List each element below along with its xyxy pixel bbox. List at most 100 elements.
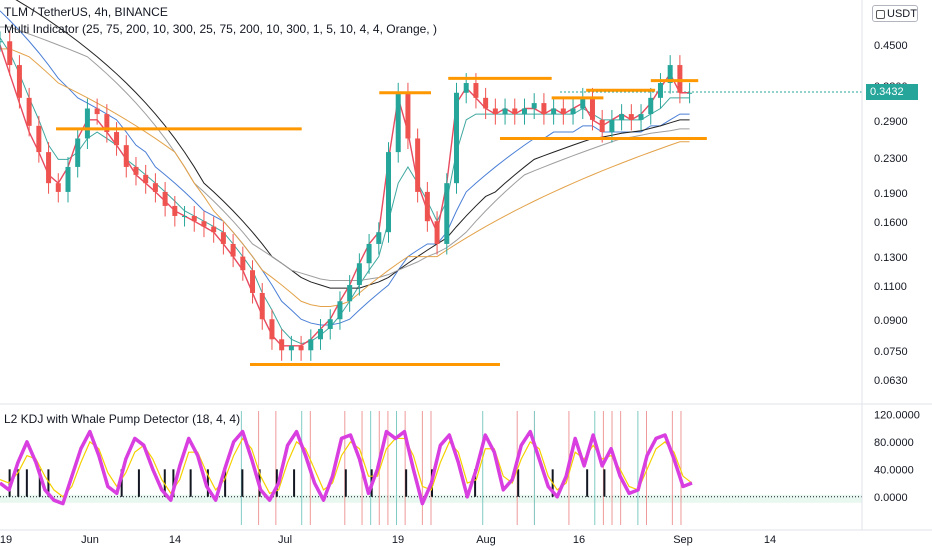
candle-body (250, 270, 256, 293)
time-axis-tick: 14 (764, 534, 776, 546)
candle-body (609, 119, 615, 133)
oscillator-pane[interactable] (0, 411, 862, 525)
candle-body (628, 114, 634, 120)
candle-body (638, 114, 644, 120)
candle-body (288, 345, 294, 351)
last-price-tag: 0.3432 (866, 84, 918, 100)
candle-body (657, 83, 663, 98)
whale-pump-bar (405, 469, 408, 497)
price-axis-tick: 0.0900 (874, 315, 908, 327)
time-axis-tick: Jul (278, 534, 292, 546)
ma-line-ma-75 (0, 10, 690, 326)
candle-body (463, 83, 469, 93)
candle-body (492, 108, 498, 115)
whale-pump-bar (474, 469, 477, 497)
candle-body (521, 108, 527, 115)
candle-body (415, 138, 421, 192)
candle-body (26, 97, 32, 126)
candle-body (269, 319, 275, 340)
candle-body (619, 114, 625, 120)
candle-body (376, 232, 382, 244)
candle-body (395, 92, 401, 153)
candle-body (104, 114, 110, 133)
ma-line-ma-200 (15, 0, 690, 289)
candle-body (424, 191, 430, 222)
osc-axis-tick: 80.0000 (874, 437, 914, 449)
candle-body (677, 65, 683, 93)
candle-body (531, 103, 537, 109)
candle-body (512, 108, 518, 115)
candle-body (298, 345, 304, 351)
candle-body (75, 138, 81, 167)
candle-body (143, 174, 149, 184)
price-axis-tick: 0.4500 (874, 40, 908, 52)
candle-body (84, 108, 90, 139)
candle-body (589, 97, 595, 120)
price-pane[interactable] (0, 0, 862, 366)
whale-pump-bar (293, 469, 296, 497)
candle-body (172, 205, 178, 216)
candle-body (16, 65, 22, 98)
candle-body (386, 152, 392, 233)
whale-pump-bar (206, 469, 209, 497)
candle-body (434, 221, 440, 244)
whale-pump-bar (224, 469, 227, 497)
currency-button[interactable]: USDT (872, 5, 918, 22)
whale-pump-bar (344, 469, 347, 497)
ma-line-ma-25 (0, 37, 690, 345)
candle-body (7, 41, 13, 66)
price-axis-tick: 0.0750 (874, 346, 908, 358)
candle-body (46, 152, 52, 184)
price-axis-tick: 0.1600 (874, 217, 908, 229)
ma-line-ma-300 (0, 26, 690, 281)
candle-body (133, 166, 139, 175)
whale-pump-bar (120, 469, 123, 497)
whale-pump-bar (137, 469, 140, 497)
candle-body (230, 243, 236, 257)
candle-body (366, 243, 372, 264)
candle-body (599, 119, 605, 133)
whale-pump-bar (241, 469, 244, 497)
price-axis-tick: 0.2900 (874, 116, 908, 128)
candle-body (114, 132, 120, 146)
osc-axis-tick: 40.0000 (874, 464, 914, 476)
price-axis-tick: 0.1300 (874, 252, 908, 264)
candle-body (279, 339, 285, 351)
whale-pump-bar (163, 469, 166, 497)
candle-body (240, 256, 246, 271)
candle-body (347, 285, 353, 302)
candle-body (560, 108, 566, 115)
osc-axis-tick: 120.0000 (874, 409, 920, 421)
ma-line-ma-10 (0, 48, 690, 307)
candle-body (36, 125, 42, 153)
candle-body (570, 108, 576, 115)
kdj-d-line (0, 437, 693, 498)
whale-pump-bar (17, 469, 20, 497)
whale-pump-bar (172, 469, 175, 497)
whale-pump-bar (47, 469, 50, 497)
candle-body (259, 292, 265, 320)
currency-label: USDT (887, 8, 917, 20)
whale-pump-bar (189, 469, 192, 497)
candle-body (0, 41, 3, 43)
whale-pump-bar (586, 469, 589, 497)
price-axis-tick: 0.1100 (874, 281, 907, 293)
whale-pump-bar (517, 469, 520, 497)
candle-body (337, 301, 343, 320)
lower-indicator-title: L2 KDJ with Whale Pump Detector (18, 4, … (4, 412, 241, 426)
time-axis-tick: 14 (169, 534, 181, 546)
candle-body (473, 83, 479, 98)
candle-body (123, 145, 129, 167)
candle-body (667, 65, 673, 84)
whale-pump-bar (25, 469, 28, 497)
candle-body (648, 97, 654, 115)
candle-body (94, 108, 100, 115)
candle-body (220, 232, 226, 244)
candle-body (318, 328, 324, 340)
candle-body (687, 92, 693, 94)
candle-body (308, 339, 314, 351)
candle-body (483, 97, 489, 109)
time-axis-tick: Jun (81, 534, 99, 546)
